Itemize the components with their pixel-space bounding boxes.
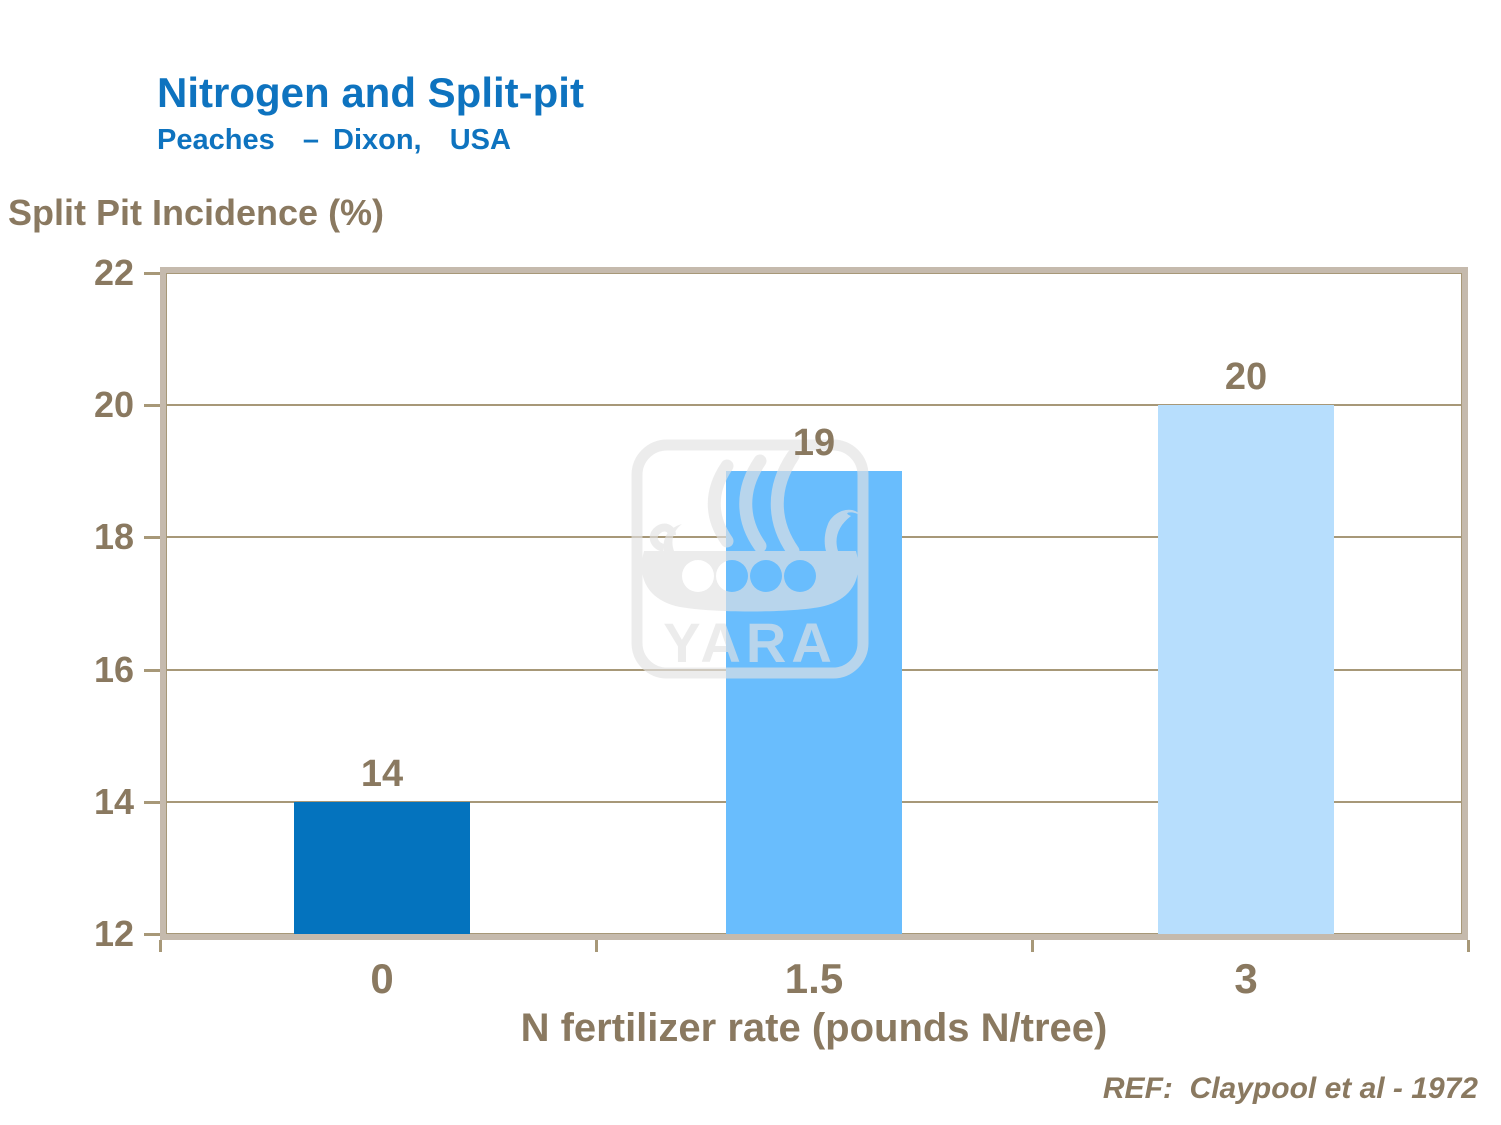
x-tick-label: 1.5 — [784, 955, 844, 1002]
y-tick-mark — [144, 404, 160, 408]
y-tick-mark — [144, 668, 160, 672]
x-tick-mark — [1031, 940, 1034, 952]
y-tick-mark — [144, 800, 160, 804]
y-tick-label: 12 — [93, 913, 134, 954]
x-tick-mark — [595, 940, 598, 952]
bar-value-label: 20 — [1224, 356, 1268, 399]
x-axis-title: N fertilizer rate (pounds N/tree) — [520, 1006, 1108, 1050]
y-tick-label: 14 — [93, 780, 134, 822]
x-tick-mark — [1467, 940, 1470, 952]
y-tick-label: 20 — [93, 384, 134, 426]
y-tick-label: 18 — [93, 516, 134, 558]
chart-subtitle: Peaches – Dixon, USA — [157, 124, 511, 156]
x-tick-label: 0 — [370, 955, 394, 1002]
y-tick-mark — [144, 536, 160, 540]
y-tick-label: 22 — [93, 252, 134, 293]
y-tick-label: 16 — [93, 648, 134, 690]
bar-value-label: 19 — [792, 422, 836, 465]
y-tick-mark — [144, 933, 160, 936]
chart-title: Nitrogen and Split-pit — [157, 69, 584, 116]
y-axis-title: Split Pit Incidence (%) — [8, 192, 385, 233]
bar — [1158, 405, 1334, 934]
bar-value-label: 14 — [360, 752, 404, 795]
y-tick-mark — [144, 272, 160, 275]
bar — [726, 471, 902, 934]
gridline — [166, 404, 1462, 407]
x-tick-label: 3 — [1234, 955, 1258, 1002]
x-tick-mark — [159, 940, 162, 952]
reference-text: REF: Claypool et al - 1972 — [1102, 1072, 1478, 1105]
bar — [294, 801, 470, 934]
